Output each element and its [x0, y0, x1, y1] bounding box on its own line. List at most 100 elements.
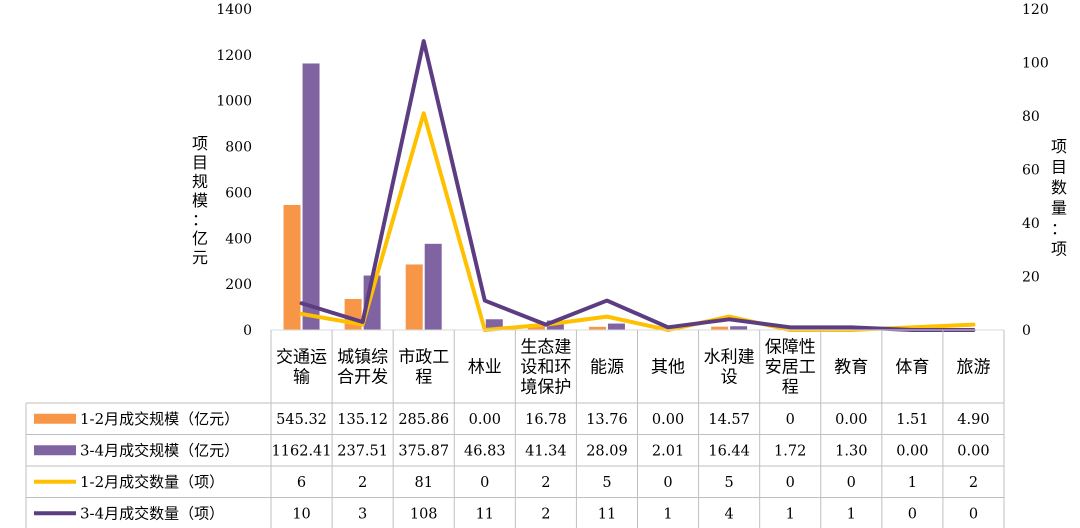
data-cell: 0.00	[957, 443, 989, 459]
series-line	[299, 39, 976, 332]
right-axis-title-char: 目	[1051, 158, 1067, 177]
left-axis-tick: 1000	[216, 94, 252, 110]
data-cell: 4.90	[957, 412, 989, 428]
bar	[405, 264, 423, 330]
legend-label: 1-2月成交数量（项）	[80, 473, 224, 491]
data-cell: 0	[480, 475, 489, 491]
category-label: 设	[721, 368, 738, 388]
data-cell: 1.30	[835, 443, 867, 459]
data-cell: 46.83	[464, 443, 506, 459]
right-axis-tick: 80	[1022, 109, 1040, 125]
bar	[283, 204, 301, 330]
data-cell: 16.78	[525, 412, 567, 428]
data-cell: 375.87	[398, 443, 449, 459]
category-label: 设和环	[520, 358, 571, 378]
data-cell: 1	[908, 475, 917, 491]
left-axis-tick: 800	[225, 140, 252, 156]
right-axis-tick: 20	[1022, 270, 1040, 286]
right-axis-tick: 40	[1022, 216, 1040, 232]
data-cell: 6	[297, 475, 306, 491]
data-cell: 3	[358, 506, 367, 522]
bar	[711, 326, 729, 330]
category-label: 安居工	[765, 358, 816, 378]
data-cell: 13.76	[586, 412, 628, 428]
data-cell: 28.09	[586, 443, 628, 459]
data-cell: 2	[541, 506, 550, 522]
bar	[424, 243, 442, 330]
legend-label: 3-4月成交规模（亿元）	[80, 441, 239, 459]
category-label: 市政工	[398, 348, 449, 368]
data-cell: 81	[414, 475, 432, 491]
left-axis-tick: 400	[225, 231, 252, 247]
category-label: 旅游	[956, 358, 990, 378]
left-axis-title-char: 目	[192, 153, 208, 172]
category-label: 输	[293, 368, 310, 388]
category-label: 水利建	[704, 348, 755, 368]
left-axis-title-char: 规	[192, 172, 208, 191]
data-cell: 2	[358, 475, 367, 491]
left-axis-title-char: ：	[192, 210, 208, 229]
data-cell: 1	[786, 506, 795, 522]
data-cell: 14.57	[708, 412, 750, 428]
right-axis-title-char: 项	[1051, 137, 1067, 156]
right-axis-tick: 100	[1022, 56, 1049, 72]
left-axis-tick: 0	[243, 323, 252, 339]
data-cell: 0	[847, 475, 856, 491]
category-label: 境保护	[520, 378, 571, 398]
data-cell: 5	[602, 475, 611, 491]
data-cell: 0.00	[652, 412, 684, 428]
data-cell: 11	[476, 506, 494, 522]
category-label: 林业	[468, 358, 502, 378]
data-cell: 16.44	[708, 443, 750, 459]
data-cell: 0	[786, 475, 795, 491]
category-label: 合开发	[337, 368, 388, 388]
left-axis-title-char: 元	[192, 248, 208, 267]
bar	[730, 326, 748, 330]
data-cell: 2	[541, 475, 550, 491]
data-cell: 1.72	[774, 443, 806, 459]
data-cell: 4	[725, 506, 734, 522]
data-cell: 11	[598, 506, 616, 522]
bar	[527, 326, 545, 330]
category-label: 保障性	[765, 338, 816, 358]
data-cell: 2.01	[652, 443, 684, 459]
legend-label: 3-4月成交数量（项）	[80, 504, 224, 522]
left-axis-tick: 600	[225, 185, 252, 201]
category-label: 能源	[590, 358, 624, 378]
left-axis-title-char: 亿	[192, 229, 208, 248]
data-cell: 135.12	[337, 412, 388, 428]
data-cell: 0	[663, 475, 672, 491]
data-cell: 0	[786, 412, 795, 428]
data-cell: 0	[969, 506, 978, 522]
bar	[485, 319, 503, 330]
category-label: 教育	[834, 358, 868, 378]
data-cell: 0.00	[896, 443, 928, 459]
data-cell: 1162.41	[272, 443, 332, 459]
legend-key	[34, 413, 76, 424]
data-cell: 237.51	[337, 443, 388, 459]
category-label: 程	[415, 368, 432, 388]
left-axis-title-char: 项	[192, 134, 208, 153]
data-cell: 0.00	[835, 412, 867, 428]
data-cell: 5	[725, 475, 734, 491]
data-cell: 10	[292, 506, 310, 522]
data-cell: 2	[969, 475, 978, 491]
bar	[607, 323, 625, 330]
data-cell: 41.34	[525, 443, 567, 459]
right-axis-tick: 120	[1022, 2, 1049, 18]
left-axis-tick: 1400	[216, 2, 252, 18]
right-axis-title-char: 量	[1051, 199, 1067, 218]
data-cell: 1	[847, 506, 856, 522]
category-label: 体育	[895, 358, 929, 378]
category-label: 交通运	[276, 348, 327, 368]
data-cell: 108	[410, 506, 438, 522]
legend-label: 1-2月成交规模（亿元）	[80, 410, 239, 428]
legend-key	[34, 445, 76, 456]
category-label: 生态建	[520, 338, 571, 358]
right-axis-tick: 0	[1022, 323, 1031, 339]
bar	[588, 326, 606, 330]
data-cell: 0.00	[469, 412, 501, 428]
data-cell: 545.32	[276, 412, 327, 428]
right-axis-tick: 60	[1022, 163, 1040, 179]
